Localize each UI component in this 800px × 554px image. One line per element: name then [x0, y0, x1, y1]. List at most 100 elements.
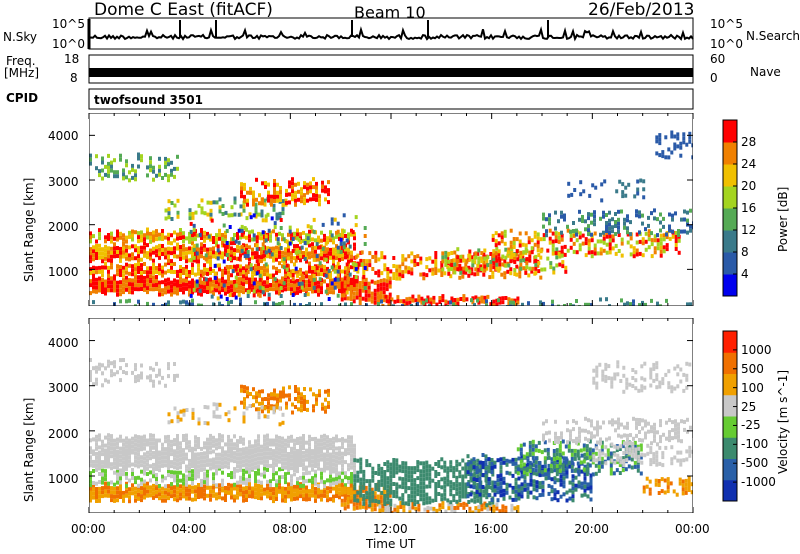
power-heatmap-cell	[353, 242, 356, 247]
power-heatmap-cell	[350, 265, 353, 270]
power-heatmap-cell	[327, 200, 330, 205]
power-heatmap-cell	[674, 235, 678, 239]
power-heatmap-cell	[346, 280, 350, 285]
power-heatmap-cell	[167, 162, 170, 167]
power-heatmap-cell	[579, 180, 583, 185]
power-heatmap-cell	[414, 298, 418, 303]
power-heatmap-cell	[405, 301, 409, 306]
power-heatmap-cell	[329, 286, 332, 291]
power-heatmap-cell	[425, 298, 428, 303]
velocity-heatmap-cell	[194, 485, 197, 490]
velocity-heatmap-cell	[185, 445, 188, 450]
velocity-heatmap-cell	[119, 378, 122, 383]
power-heatmap-cell	[534, 254, 538, 259]
velocity-heatmap-cell	[299, 483, 302, 488]
power-heatmap-cell	[243, 198, 246, 203]
velocity-heatmap-cell	[251, 444, 254, 449]
power-heatmap-cell	[252, 233, 256, 238]
power-heatmap-cell	[377, 269, 381, 274]
velocity-heatmap-cell	[371, 466, 375, 471]
velocity-heatmap-cell	[305, 471, 308, 476]
velocity-heatmap-cell	[294, 397, 297, 401]
power-heatmap-cell	[146, 235, 149, 240]
velocity-heatmap-cell	[128, 442, 131, 447]
velocity-heatmap-cell	[443, 492, 447, 497]
velocity-heatmap-cell	[383, 470, 387, 474]
velocity-heatmap-cell	[275, 479, 278, 484]
power-heatmap-cell	[291, 185, 294, 190]
velocity-heatmap-cell	[155, 490, 158, 495]
velocity-heatmap-cell	[365, 491, 369, 496]
velocity-heatmap-cell	[224, 450, 227, 455]
power-heatmap-cell	[290, 236, 293, 241]
velocity-heatmap-cell	[236, 480, 239, 485]
velocity-heatmap-cell	[353, 478, 357, 483]
power-heatmap-cell	[626, 240, 630, 245]
velocity-heatmap-cell	[338, 446, 341, 451]
power-heatmap-cell	[161, 280, 164, 285]
velocity-heatmap-cell	[547, 475, 551, 480]
velocity-heatmap-cell	[390, 510, 394, 513]
velocity-heatmap-cell	[422, 493, 426, 498]
power-heatmap-cell	[137, 239, 140, 244]
velocity-heatmap-cell	[167, 458, 170, 462]
velocity-heatmap-cell	[302, 497, 305, 502]
power-heatmap-cell	[446, 257, 450, 262]
power-heatmap-cell	[363, 286, 367, 290]
velocity-heatmap-cell	[443, 460, 447, 465]
velocity-heatmap-cell	[119, 446, 122, 451]
power-heatmap-cell	[291, 177, 294, 182]
power-heatmap-cell	[524, 247, 528, 252]
velocity-heatmap-cell	[341, 478, 344, 483]
velocity-heatmap-cell	[482, 489, 486, 494]
power-heatmap-cell	[686, 218, 689, 223]
power-heatmap-cell	[110, 280, 113, 285]
velocity-heatmap-cell	[245, 446, 248, 451]
power-heatmap-cell	[386, 267, 390, 272]
velocity-heatmap-cell	[278, 481, 281, 486]
power-heatmap-cell	[95, 289, 98, 294]
velocity-heatmap-cell	[299, 494, 302, 499]
power-heatmap-cell	[608, 242, 612, 247]
velocity-heatmap-cell	[149, 374, 152, 379]
power-heatmap-cell	[125, 159, 128, 164]
velocity-heatmap-cell	[505, 462, 509, 467]
velocity-heatmap-cell	[104, 469, 107, 474]
velocity-heatmap-cell	[254, 471, 257, 475]
velocity-heatmap-cell	[104, 460, 107, 465]
velocity-heatmap-cell	[113, 453, 116, 458]
power-heatmap-cell	[275, 270, 278, 275]
velocity-heatmap-cell	[326, 457, 329, 462]
power-heatmap-cell	[599, 247, 603, 252]
power-heatmap-cell	[264, 234, 268, 239]
velocity-heatmap-cell	[332, 477, 335, 482]
power-heatmap-cell	[272, 265, 275, 270]
velocity-heatmap-cell	[134, 434, 137, 439]
power-heatmap-cell	[221, 276, 224, 281]
power-heatmap-cell	[642, 187, 646, 192]
power-heatmap-cell	[513, 256, 517, 260]
power-heatmap-cell	[263, 202, 267, 207]
power-heatmap-cell	[329, 238, 332, 243]
velocity-heatmap-cell	[173, 406, 177, 411]
power-heatmap-cell	[476, 298, 479, 303]
velocity-heatmap-cell	[434, 482, 438, 486]
velocity-heatmap-cell	[284, 476, 287, 481]
power-heatmap-cell	[272, 207, 276, 212]
velocity-heatmap-cell	[487, 457, 491, 462]
power-heatmap-cell	[323, 253, 326, 258]
velocity-heatmap-cell	[583, 480, 587, 485]
velocity-heatmap-cell	[92, 382, 95, 387]
power-heatmap-cell	[200, 246, 203, 251]
power-heatmap-cell	[143, 262, 146, 266]
power-heatmap-cell	[422, 300, 425, 305]
velocity-heatmap-cell	[561, 439, 565, 444]
power-heatmap-cell	[137, 250, 140, 255]
power-heatmap-cell	[315, 185, 318, 190]
power-heatmap-cell	[266, 272, 269, 277]
power-heatmap-cell	[206, 267, 209, 272]
velocity-heatmap-cell	[449, 468, 453, 473]
velocity-heatmap-cell	[312, 408, 315, 413]
power-heatmap-cell	[492, 257, 496, 262]
velocity-heatmap-cell	[248, 448, 251, 453]
